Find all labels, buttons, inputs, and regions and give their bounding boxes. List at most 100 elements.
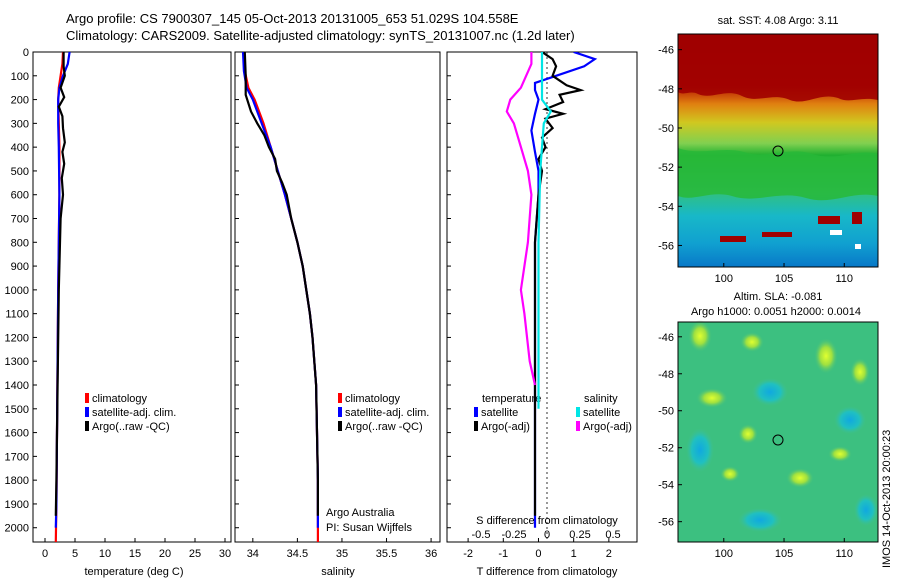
figure-title-line1: Argo profile: CS 7900307_145 05-Oct-2013… (66, 11, 519, 26)
sla-high-anomaly (814, 338, 838, 374)
sla-high-anomaly (696, 388, 728, 408)
y-tick-label: 200 (11, 95, 29, 107)
salinity-axes-frame (234, 51, 441, 543)
salinity-panel (234, 51, 441, 543)
y-tick-label: 100 (11, 71, 29, 83)
map-x-tick-label: 110 (835, 548, 853, 560)
map-y-tick-label: -52 (658, 443, 674, 455)
x-tick-label: 25 (189, 548, 201, 560)
top-x-tick-label: -0.5 (472, 529, 491, 541)
difference-panel (446, 51, 638, 543)
sla-high-anomaly (740, 332, 764, 352)
sla-high-anomaly (738, 424, 758, 444)
y-tick-label: 1000 (5, 285, 29, 297)
legend-swatch (85, 407, 89, 417)
y-tick-label: 900 (11, 261, 29, 273)
legend-swatch (576, 421, 580, 431)
y-tick-label: 0 (23, 47, 29, 59)
x-tick-label: 10 (99, 548, 111, 560)
y-tick-label: 1400 (5, 380, 29, 392)
x-tick-label: 35.5 (376, 548, 397, 560)
sst-missing-patch (830, 230, 842, 235)
map-y-tick-label: -54 (658, 201, 674, 213)
x-tick-label: 35 (336, 548, 348, 560)
difference-xlabel: T difference from climatology (477, 566, 618, 578)
x-tick-label: 30 (219, 548, 231, 560)
x-tick-label: 34 (247, 548, 259, 560)
legend-label: Argo(-adj) (481, 421, 530, 433)
y-tick-label: 600 (11, 190, 29, 202)
y-tick-label: 1600 (5, 428, 29, 440)
y-tick-label: 1800 (5, 475, 29, 487)
top-x-tick-label: -0.25 (501, 529, 526, 541)
legend-label: satellite-adj. clim. (345, 407, 429, 419)
sla-map-frame (677, 321, 879, 543)
map-x-tick-label: 100 (715, 273, 733, 285)
temperature-panel (32, 51, 232, 543)
sst-map-frame (677, 33, 879, 268)
sst-mid-band (678, 148, 878, 201)
x-tick-label: 0 (42, 548, 48, 560)
map-y-tick-label: -56 (658, 240, 674, 252)
sla-map-panel (677, 320, 879, 543)
sla-argo-location-marker (772, 434, 784, 446)
x-tick-label: 20 (159, 548, 171, 560)
sst-warm-patch (852, 212, 862, 224)
sst-argo-location-marker (772, 145, 784, 157)
sst-warm-patch (762, 232, 792, 237)
legend-label: satellite (583, 407, 620, 419)
legend-swatch (85, 421, 89, 431)
x-tick-label: 0 (535, 548, 541, 560)
map-y-tick-label: -52 (658, 162, 674, 174)
x-tick-label: 34.5 (287, 548, 308, 560)
argo-australia-label: Argo Australia (326, 507, 395, 519)
sla-low-anomaly (854, 494, 878, 526)
diff-legend-salinity-heading: salinity (584, 393, 618, 405)
sst-missing-patch (855, 244, 861, 249)
map-y-tick-label: -46 (658, 45, 674, 57)
sla-map-title-line2: Argo h1000: 0.0051 h2000: 0.0014 (691, 306, 861, 318)
temperature-xlabel: temperature (deg C) (84, 566, 183, 578)
series-line-argo-raw-qc- (54, 52, 66, 516)
map-y-tick-label: -48 (658, 369, 674, 381)
series-line-argo-raw-qc- (243, 52, 319, 516)
map-y-tick-label: -50 (658, 123, 674, 135)
sla-low-anomaly (752, 378, 788, 406)
sst-map-panel (677, 33, 879, 268)
y-tick-label: 1900 (5, 499, 29, 511)
imos-timestamp-label: IMOS 14-Oct-2013 20:00:23 (881, 430, 893, 568)
legend-label: Argo(..raw -QC) (345, 421, 423, 433)
legend-label: satellite (481, 407, 518, 419)
map-y-tick-label: -46 (658, 332, 674, 344)
sst-warm-patch (720, 236, 746, 242)
y-tick-label: 500 (11, 166, 29, 178)
legend-swatch (474, 407, 478, 417)
map-x-tick-label: 100 (715, 548, 733, 560)
sla-high-anomaly (688, 320, 712, 352)
map-y-tick-label: -56 (658, 517, 674, 529)
map-y-tick-label: -54 (658, 480, 674, 492)
sla-low-anomaly (686, 428, 714, 472)
sla-map-title-line1: Altim. SLA: -0.081 (734, 291, 823, 303)
y-tick-label: 1100 (5, 309, 29, 321)
y-tick-label: 2000 (5, 523, 29, 535)
x-tick-label: 1 (571, 548, 577, 560)
series-line-temperature-argo-adj- (533, 52, 585, 516)
map-x-tick-label: 105 (775, 548, 793, 560)
top-x-tick-label: 0.25 (569, 529, 590, 541)
legend-swatch (338, 407, 342, 417)
map-y-tick-label: -48 (658, 84, 674, 96)
y-tick-label: 300 (11, 118, 29, 130)
legend-swatch (338, 393, 342, 403)
sst-map-title: sat. SST: 4.08 Argo: 3.11 (718, 15, 839, 27)
series-line-salinity-satellite (537, 52, 553, 409)
x-tick-label: 5 (72, 548, 78, 560)
map-x-tick-label: 105 (775, 273, 793, 285)
figure-title-line2: Climatology: CARS2009. Satellite-adjuste… (66, 28, 575, 43)
difference-top-xlabel: S difference from climatology (476, 515, 618, 527)
y-tick-label: 400 (11, 142, 29, 154)
x-tick-label: -1 (498, 548, 508, 560)
x-tick-label: -2 (463, 548, 473, 560)
legend-label: climatology (345, 393, 401, 405)
x-tick-label: 36 (425, 548, 437, 560)
